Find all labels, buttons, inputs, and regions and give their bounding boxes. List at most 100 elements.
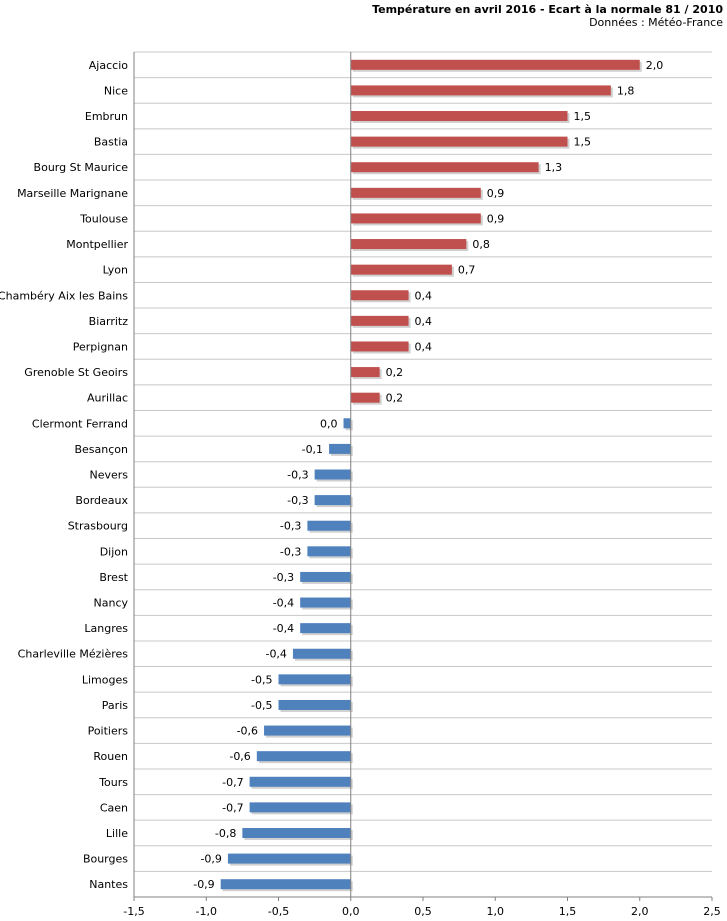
bar [350,111,568,122]
bar [350,264,452,275]
bar [350,136,568,147]
data-label: -0,3 [280,545,301,558]
data-label: -0,9 [193,878,214,891]
data-label: -0,5 [251,699,272,712]
bar [300,623,351,634]
bar [278,699,351,710]
bar [350,162,539,173]
bar [278,674,351,685]
data-label: 0,0 [320,417,338,430]
x-tick-label: 2,0 [631,905,649,918]
category-label: Rouen [93,750,128,763]
bar [343,418,351,429]
x-tick-label: 0,0 [342,905,360,918]
data-label: 0,2 [386,366,404,379]
data-label: -0,3 [273,571,294,584]
category-label: Paris [102,699,128,712]
data-label: 0,8 [472,238,490,251]
data-label: 1,8 [617,84,635,97]
category-label: Tours [98,776,128,789]
x-tick-label: -0,5 [268,905,289,918]
bar [350,59,640,70]
data-label: -0,3 [280,520,301,533]
bar [350,213,481,224]
data-label: -0,3 [287,494,308,507]
category-label: Nice [104,84,128,97]
labels: Ajaccio 2,0 Nice 1,8 Embrun 1,5 Bastia 1,5 Bourg… [0,59,663,891]
category-label: Nancy [94,597,129,610]
data-label: -0,6 [229,750,250,763]
category-label: Chambéry Aix les Bains [0,289,128,302]
bar [220,879,351,890]
category-label: Besançon [74,443,128,456]
x-tick-label: 2,5 [703,905,721,918]
category-label: Montpellier [66,238,128,251]
bar [307,546,351,557]
bar [350,367,380,378]
category-label: Brest [99,571,128,584]
category-label: Charleville Mézières [18,648,129,661]
grid-lines [134,51,712,898]
data-label: 0,7 [458,264,476,277]
data-label: -0,7 [222,776,243,789]
bar [350,315,409,326]
x-tick-label: 1,5 [559,905,577,918]
data-label: -0,5 [251,673,272,686]
data-label: 0,4 [415,289,433,302]
bar [292,648,351,659]
x-tick-label: -1,5 [123,905,144,918]
data-label: 1,5 [574,136,592,149]
bar [256,751,351,762]
category-label: Biarritz [89,315,129,328]
bar [350,187,481,198]
data-label: 0,4 [415,340,433,353]
data-label: 1,3 [545,161,563,174]
category-label: Nantes [89,878,128,891]
data-label: -0,4 [273,622,294,635]
bar [350,392,380,403]
bar [329,443,351,454]
data-label: -0,7 [222,801,243,814]
bar [300,571,351,582]
x-tick-label: -1,0 [196,905,217,918]
category-label: Langres [84,622,128,635]
category-label: Lille [106,827,128,840]
data-label: -0,3 [287,469,308,482]
axes: -1,5 -1,0 -0,5 0,0 0,5 1,0 1,5 2,0 2,5 [123,52,721,918]
chart-title: Température en avril 2016 - Ecart à la n… [372,3,723,16]
category-label: Clermont Ferrand [32,417,128,430]
category-label: Bordeaux [75,494,128,507]
bar [264,725,351,736]
bar [350,239,467,250]
data-label: -0,4 [265,648,286,661]
data-label: -0,6 [237,725,258,738]
bars [220,59,642,892]
bar [314,469,351,480]
bar [227,853,351,864]
data-label: -0,1 [302,443,323,456]
category-label: Bourg St Maurice [34,161,129,174]
data-label: 0,4 [415,315,433,328]
category-label: Bourges [83,853,128,866]
data-label: 0,2 [386,392,404,405]
category-label: Lyon [103,264,128,277]
bar [249,802,351,813]
category-label: Aurillac [87,392,128,405]
bar [307,520,351,531]
x-tick-label: 1,0 [487,905,505,918]
category-label: Poitiers [88,725,129,738]
data-label: -0,4 [273,597,294,610]
data-label: -0,8 [215,827,236,840]
data-label: 1,5 [574,110,592,123]
category-label: Marseille Marignane [17,187,128,200]
x-tick-label: 0,5 [414,905,432,918]
category-label: Limoges [82,673,128,686]
data-label: 0,9 [487,187,505,200]
bar [350,290,409,301]
bar [350,85,611,96]
category-label: Grenoble St Geoirs [24,366,128,379]
category-label: Strasbourg [68,520,128,533]
data-label: -0,9 [200,853,221,866]
category-label: Ajaccio [89,59,128,72]
